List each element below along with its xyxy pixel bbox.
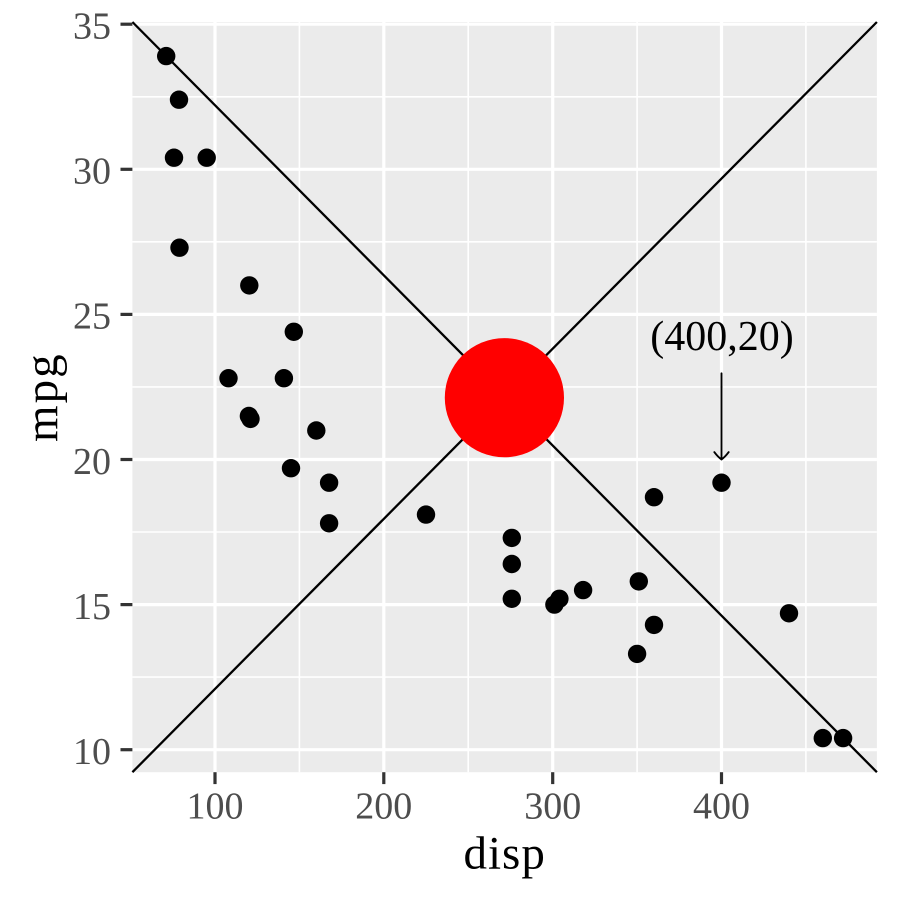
svg-text:mpg: mpg bbox=[16, 352, 68, 442]
svg-text:200: 200 bbox=[355, 786, 412, 828]
svg-text:25: 25 bbox=[73, 296, 111, 338]
svg-text:(400,20): (400,20) bbox=[650, 314, 793, 360]
svg-text:20: 20 bbox=[73, 441, 111, 483]
svg-text:disp: disp bbox=[463, 828, 545, 880]
svg-text:15: 15 bbox=[73, 586, 111, 628]
svg-text:10: 10 bbox=[73, 731, 111, 773]
svg-text:35: 35 bbox=[73, 6, 111, 48]
svg-text:300: 300 bbox=[524, 786, 581, 828]
svg-text:100: 100 bbox=[187, 786, 244, 828]
svg-text:400: 400 bbox=[693, 786, 750, 828]
svg-text:30: 30 bbox=[73, 151, 111, 193]
